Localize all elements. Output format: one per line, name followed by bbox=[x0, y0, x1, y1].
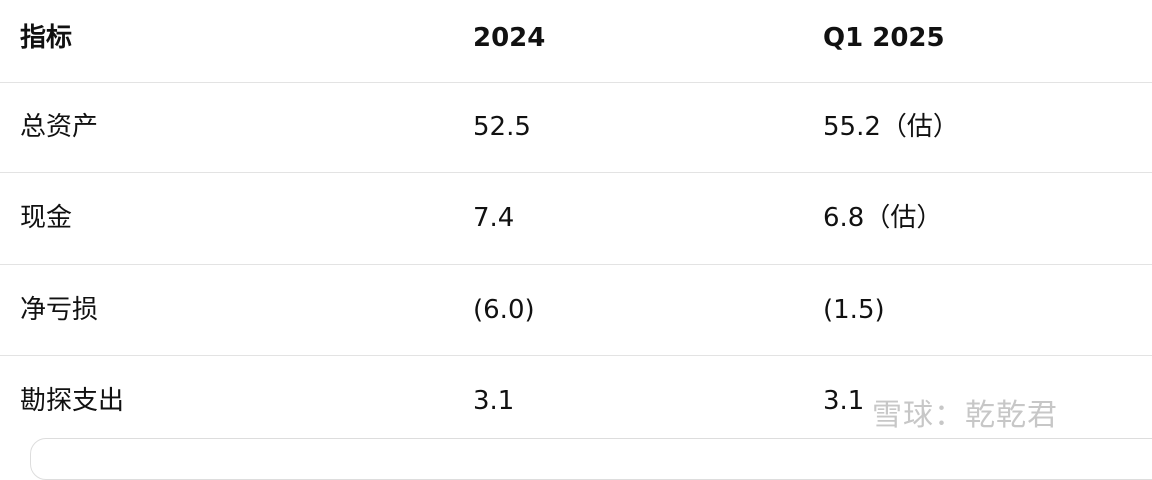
input-box-edge bbox=[30, 438, 1152, 480]
table-cell: 总资产 bbox=[20, 112, 99, 142]
table-row: 总资产 52.5 55.2（估） bbox=[0, 82, 1152, 173]
table-row: 现金 7.4 6.8（估） bbox=[0, 172, 1152, 265]
watermark: 雪球：乾乾君 bbox=[872, 398, 1058, 433]
header-cell: 指标 bbox=[20, 23, 73, 53]
table-cell: 7.4 bbox=[473, 203, 515, 233]
table-row: 勘探支出 3.1 3.1 bbox=[0, 355, 1152, 446]
table-cell: 6.8（估） bbox=[823, 203, 943, 233]
table-cell: 3.1 bbox=[823, 385, 865, 416]
table-cell: 55.2（估） bbox=[823, 112, 959, 142]
header-cell: Q1 2025 bbox=[823, 23, 945, 53]
table-cell: 3.1 bbox=[473, 385, 515, 416]
table-cell: (1.5) bbox=[823, 294, 885, 325]
table-cell: 勘探支出 bbox=[20, 385, 125, 416]
header-cell: 2024 bbox=[473, 23, 546, 53]
table-cell: 52.5 bbox=[473, 112, 531, 142]
table-row: 净亏损 (6.0) (1.5) bbox=[0, 264, 1152, 356]
table-cell: (6.0) bbox=[473, 294, 535, 325]
table-cell: 现金 bbox=[20, 203, 73, 233]
table-cell: 净亏损 bbox=[20, 294, 99, 325]
header-row: 指标 2024 Q1 2025 bbox=[0, 0, 1152, 83]
